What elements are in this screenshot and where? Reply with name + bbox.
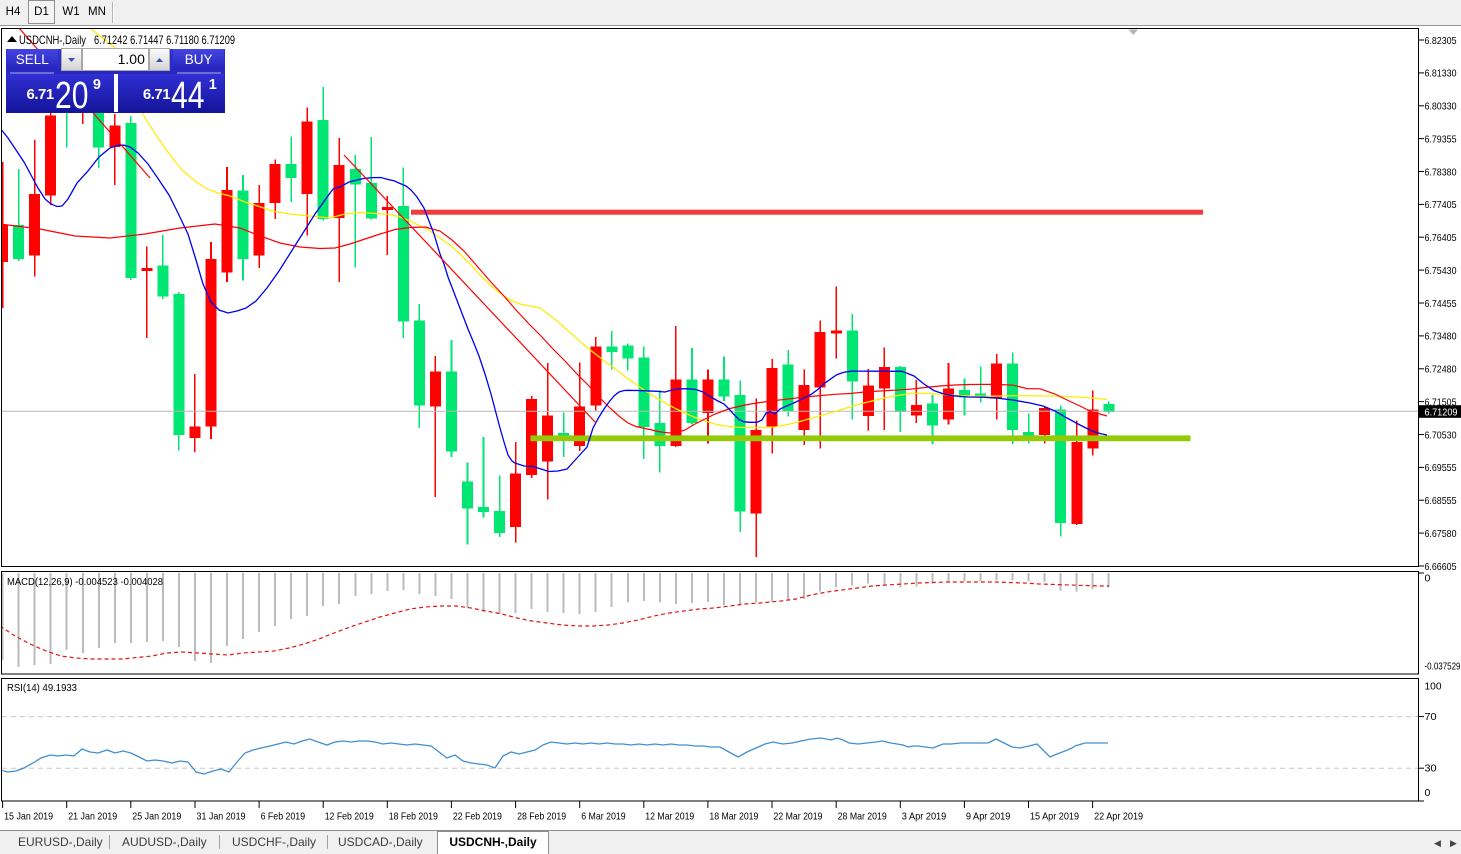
svg-text:15 Jan 2019: 15 Jan 2019 [4,811,53,823]
svg-text:USDCNH-,Daily: USDCNH-,Daily [19,33,86,47]
svg-text:6 Mar 2019: 6 Mar 2019 [581,811,626,823]
svg-text:MACD(12,26,9) -0.004523 -0.004: MACD(12,26,9) -0.004523 -0.004028 [7,576,163,588]
svg-text:22 Apr 2019: 22 Apr 2019 [1094,811,1143,823]
svg-text:12 Mar 2019: 12 Mar 2019 [645,811,694,823]
svg-text:21 Jan 2019: 21 Jan 2019 [68,811,117,823]
svg-text:6.76405: 6.76405 [1425,232,1457,244]
svg-text:6.80330: 6.80330 [1425,101,1457,113]
svg-text:0: 0 [1425,573,1431,585]
svg-text:6.73480: 6.73480 [1425,331,1457,343]
svg-text:6.75430: 6.75430 [1425,265,1457,277]
svg-text:22 Feb 2019: 22 Feb 2019 [453,811,502,823]
svg-text:18 Feb 2019: 18 Feb 2019 [389,811,438,823]
svg-text:RSI(14) 49.1933: RSI(14) 49.1933 [7,682,77,694]
svg-text:6.71209: 6.71209 [1425,406,1458,418]
svg-text:70: 70 [1425,711,1437,723]
svg-text:-0.037529: -0.037529 [1425,661,1461,673]
svg-text:0: 0 [1425,787,1431,799]
svg-text:12 Feb 2019: 12 Feb 2019 [325,811,374,823]
svg-text:28 Feb 2019: 28 Feb 2019 [517,811,566,823]
svg-text:3 Apr 2019: 3 Apr 2019 [902,811,947,823]
svg-text:25 Jan 2019: 25 Jan 2019 [132,811,181,823]
svg-text:22 Mar 2019: 22 Mar 2019 [774,811,823,823]
svg-text:9 Apr 2019: 9 Apr 2019 [966,811,1011,823]
svg-text:6.77405: 6.77405 [1425,199,1457,211]
svg-text:15 Apr 2019: 15 Apr 2019 [1030,811,1079,823]
svg-text:18 Mar 2019: 18 Mar 2019 [709,811,758,823]
svg-text:6.74455: 6.74455 [1425,298,1457,310]
svg-text:100: 100 [1425,681,1442,693]
svg-text:6.70530: 6.70530 [1425,429,1457,441]
svg-text:6.82305: 6.82305 [1425,35,1457,47]
svg-text:6.67580: 6.67580 [1425,528,1457,540]
svg-text:30: 30 [1425,763,1437,775]
svg-text:6.68555: 6.68555 [1425,495,1457,507]
svg-text:6.79355: 6.79355 [1425,133,1457,145]
svg-text:28 Mar 2019: 28 Mar 2019 [838,811,887,823]
svg-text:6 Feb 2019: 6 Feb 2019 [261,811,306,823]
svg-text:6.71242 6.71447 6.71180 6.7120: 6.71242 6.71447 6.71180 6.71209 [94,33,235,47]
svg-text:6.81330: 6.81330 [1425,68,1457,80]
svg-text:6.72480: 6.72480 [1425,364,1457,376]
svg-text:6.66605: 6.66605 [1425,561,1457,573]
svg-text:6.78380: 6.78380 [1425,166,1457,178]
svg-text:31 Jan 2019: 31 Jan 2019 [197,811,246,823]
svg-text:6.69555: 6.69555 [1425,462,1457,474]
